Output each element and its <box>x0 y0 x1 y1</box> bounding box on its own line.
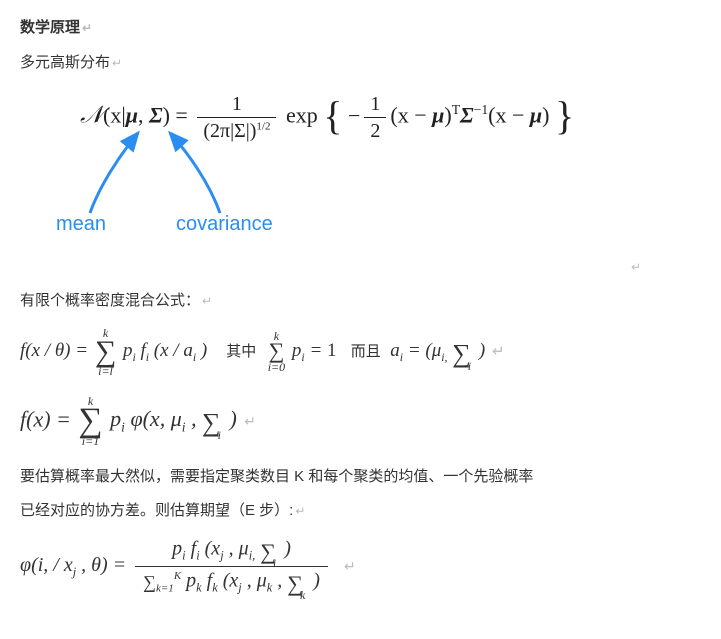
mix-lhs: f(x / θ) = <box>20 340 93 361</box>
paragraph-mixture-formula-intro: 有限个概率密度混合公式：↵ <box>20 289 701 313</box>
estep-numerator: pi fi (xj , μi, ∑i ) <box>135 537 328 567</box>
heading-text: 数学原理 <box>20 19 80 36</box>
x-minus-mu-right: (x − μ) <box>488 103 549 128</box>
return-mark: ↵ <box>492 343 505 360</box>
mean-arrow <box>90 133 138 213</box>
mix-term: pi fi (x / ai ) <box>123 340 207 361</box>
return-mark: ↵ <box>202 294 212 308</box>
sum-lower: i=1 <box>78 435 102 447</box>
sigma-sub-i-icon: ∑i <box>260 539 279 565</box>
sum2-lower: i=0 <box>268 361 285 373</box>
fx-lhs: f(x) = <box>20 406 76 431</box>
sum-constraint: k ∑ i=0 <box>268 330 285 373</box>
negative-half: −12 <box>348 103 390 128</box>
return-mark: ↵ <box>631 260 641 274</box>
sigma-sub-i-icon: ∑i <box>202 408 224 438</box>
mid-text-1: 其中 <box>226 343 256 360</box>
sum-k-1-to-K: ∑ <box>143 572 156 592</box>
paragraph-estep-intro: 已经对应的协方差。则估算期望（E 步）:↵ <box>20 499 701 523</box>
mean-label: mean <box>56 213 106 236</box>
x-minus-mu-left: (x − μ) <box>390 103 451 128</box>
paragraph-multivariate-gaussian: 多元高斯分布↵ <box>20 51 701 75</box>
return-mark: ↵ <box>344 558 356 574</box>
covariance-arrow <box>170 133 220 213</box>
return-mark: ↵ <box>244 413 256 429</box>
return-mark: ↵ <box>82 21 92 35</box>
sum-i-1-to-k: k ∑ i=l <box>95 327 116 377</box>
e-step-equation: φ(i, / xj , θ) = pi fi (xj , μi, ∑i ) ∑ … <box>20 537 701 595</box>
transpose-T: T <box>452 102 460 117</box>
left-brace: { <box>323 98 342 134</box>
half-den: 2 <box>364 118 386 142</box>
gaussian-formula-block: 𝒩(x|μ, Σ) = 1 (2π|Σ|)1/2 exp { −12(x − μ… <box>20 85 701 245</box>
mixture-equation-2: f(x) = k ∑ i=1 pi φ(x, μi , ∑i ) ↵ <box>20 395 701 448</box>
sigma-sub-i-icon: ∑i <box>452 339 474 369</box>
fx-body: pi φ(x, μi , ∑i ) <box>110 406 237 431</box>
mixture-equation-1: f(x / θ) = k ∑ i=l pi fi (x / ai ) 其中 k … <box>20 327 701 377</box>
inverse-exp: −1 <box>474 102 489 117</box>
sigma-inv: Σ <box>460 103 474 128</box>
sigma-symbol: ∑ <box>95 339 116 365</box>
p1-text: 多元高斯分布 <box>20 54 110 71</box>
pi-eq-1: pi = 1 <box>292 340 337 361</box>
estep-denominator: ∑ k=1K pk fk (xj , μk , ∑k ) <box>135 567 328 596</box>
estep-fraction: pi fi (xj , μi, ∑i ) ∑ k=1K pk fk (xj , … <box>135 537 328 595</box>
ai-def: ai = (μi, ∑i ) <box>390 340 485 361</box>
sigma-sub-k-icon: ∑k <box>287 571 308 597</box>
return-mark: ↵ <box>112 56 122 70</box>
section-heading: 数学原理↵ <box>20 16 701 37</box>
paragraph-need-k-and-means: 要估算概率最大然似，需要指定聚类数目 K 和每个聚类的均值、一个先验概率 <box>20 465 701 489</box>
return-mark: ↵ <box>295 504 305 518</box>
sigma-symbol: ∑ <box>78 407 102 436</box>
sum-lower: i=l <box>95 365 116 377</box>
mid-text-2: 而且 <box>351 343 381 360</box>
blank-return-line: ↵ <box>20 255 701 279</box>
sum-i-1-to-k: k ∑ i=1 <box>78 395 102 448</box>
sigma-symbol: ∑ <box>268 342 285 361</box>
p2-text: 有限个概率密度混合公式： <box>20 292 200 309</box>
half-num: 1 <box>364 93 386 118</box>
p4-text: 已经对应的协方差。则估算期望（E 步）: <box>20 502 293 519</box>
p3-text: 要估算概率最大然似，需要指定聚类数目 K 和每个聚类的均值、一个先验概率 <box>20 468 533 485</box>
right-brace: } <box>555 98 574 134</box>
covariance-label: covariance <box>176 213 273 236</box>
estep-lhs: φ(i, / xj , θ) = <box>20 554 131 576</box>
minus-sign: − <box>348 103 360 128</box>
